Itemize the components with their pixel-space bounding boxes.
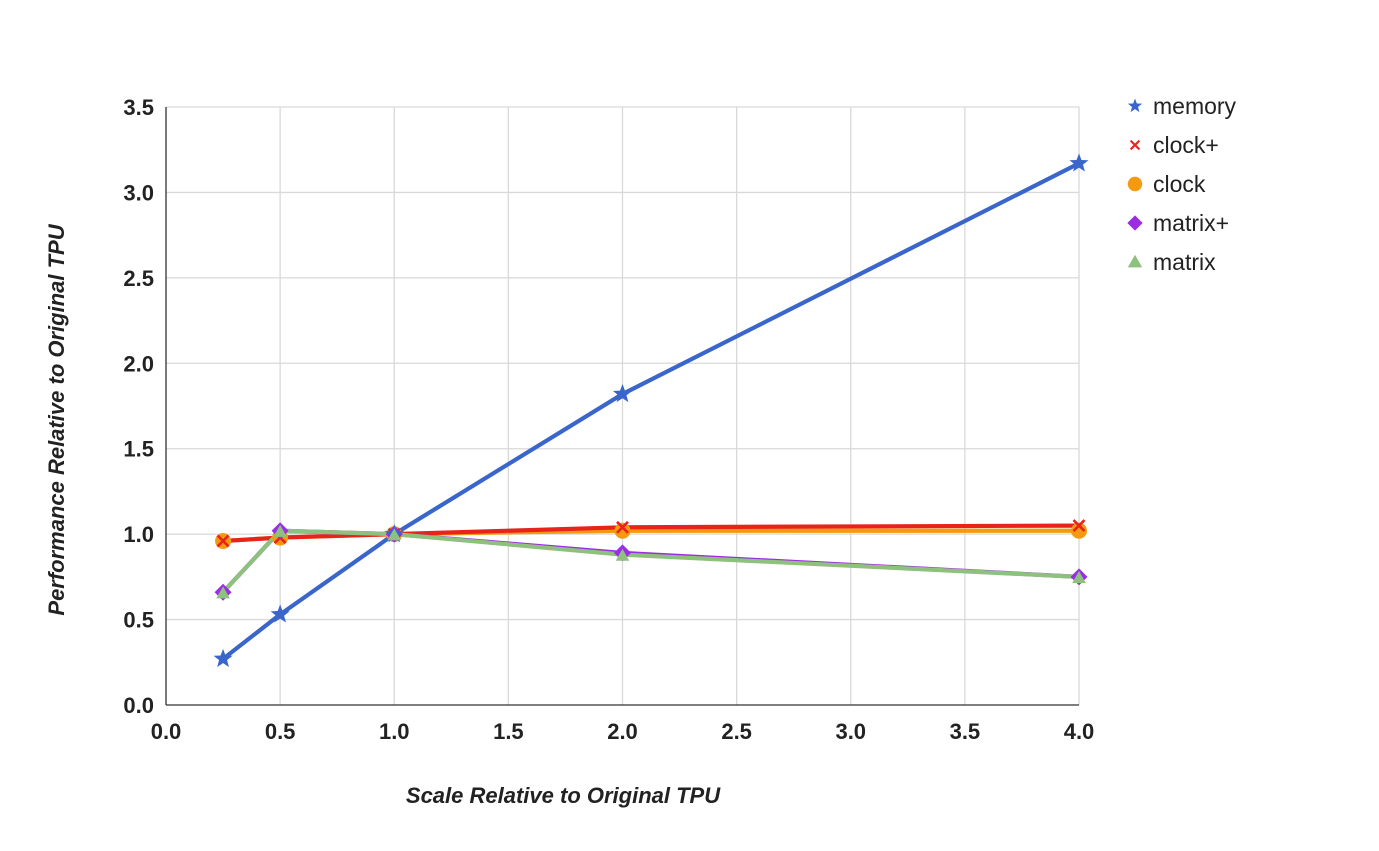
data-point-matrix <box>1072 571 1086 583</box>
y-tick-label: 2.0 <box>123 351 154 376</box>
data-point-matrix <box>216 586 230 599</box>
legend-swatch <box>1127 98 1143 113</box>
y-tick-label: 1.5 <box>123 437 154 462</box>
legend-label: matrix <box>1153 249 1216 275</box>
legend-swatch <box>1127 176 1143 192</box>
legend-label: clock+ <box>1153 132 1219 158</box>
legend-swatch <box>1127 215 1143 231</box>
x-tick-label: 2.5 <box>721 719 752 744</box>
y-tick-label: 3.5 <box>123 95 154 120</box>
legend-item: clock+ <box>1129 132 1219 158</box>
markers-group <box>213 153 1089 667</box>
x-tick-label: 3.5 <box>950 719 981 744</box>
axes <box>165 107 1079 706</box>
data-point-clock-plus <box>216 534 230 548</box>
data-point-clock <box>614 522 631 539</box>
grid <box>166 106 1080 705</box>
legend-swatch <box>1129 139 1141 151</box>
tick-labels: 0.0 0.5 1.0 1.5 2.0 2.5 3.0 3.5 4.0 0.0 0.5 1.0 1.5 2… <box>123 95 1094 744</box>
legend-label: clock <box>1153 171 1206 197</box>
y-tick-label: 1.0 <box>123 522 154 547</box>
data-point-matrix <box>387 528 402 541</box>
x-tick-label: 1.5 <box>493 719 524 744</box>
series-group <box>220 161 1082 661</box>
data-point-matrix <box>273 524 287 537</box>
y-tick-label: 0.0 <box>123 693 154 718</box>
data-point-memory <box>213 648 233 667</box>
legend-item: matrix <box>1127 249 1216 275</box>
legend-item: matrix+ <box>1127 210 1229 236</box>
x-tick-label: 0.0 <box>151 719 182 744</box>
data-point-clock-plus <box>1072 519 1086 533</box>
x-tick-label: 0.5 <box>265 719 296 744</box>
x-axis-title: Scale Relative to Original TPU <box>406 783 721 808</box>
x-tick-label: 4.0 <box>1064 719 1095 744</box>
legend: memory clock+ clock matrix+ matrix <box>1127 93 1237 275</box>
data-point-memory <box>270 604 290 623</box>
y-tick-label: 0.5 <box>123 608 154 633</box>
data-point-clock <box>1071 522 1087 539</box>
x-tick-label: 2.0 <box>607 719 638 744</box>
series-line-matrix-plus <box>220 528 1082 595</box>
series-line-memory <box>220 161 1082 661</box>
series-line-matrix <box>220 528 1082 595</box>
data-point-matrix <box>615 548 630 561</box>
data-point-clock-plus <box>616 520 629 534</box>
legend-item: clock <box>1127 171 1206 197</box>
data-point-memory <box>1069 153 1089 172</box>
legend-label: matrix+ <box>1153 210 1229 236</box>
y-tick-label: 3.0 <box>123 180 154 205</box>
legend-item: memory <box>1127 93 1237 119</box>
legend-swatch <box>1127 254 1143 268</box>
y-tick-label: 2.5 <box>123 266 154 291</box>
x-tick-label: 3.0 <box>835 719 866 744</box>
x-tick-label: 1.0 <box>379 719 410 744</box>
y-axis-title: Performance Relative to Original TPU <box>44 223 69 615</box>
legend-label: memory <box>1153 93 1237 119</box>
data-point-memory <box>612 384 633 403</box>
